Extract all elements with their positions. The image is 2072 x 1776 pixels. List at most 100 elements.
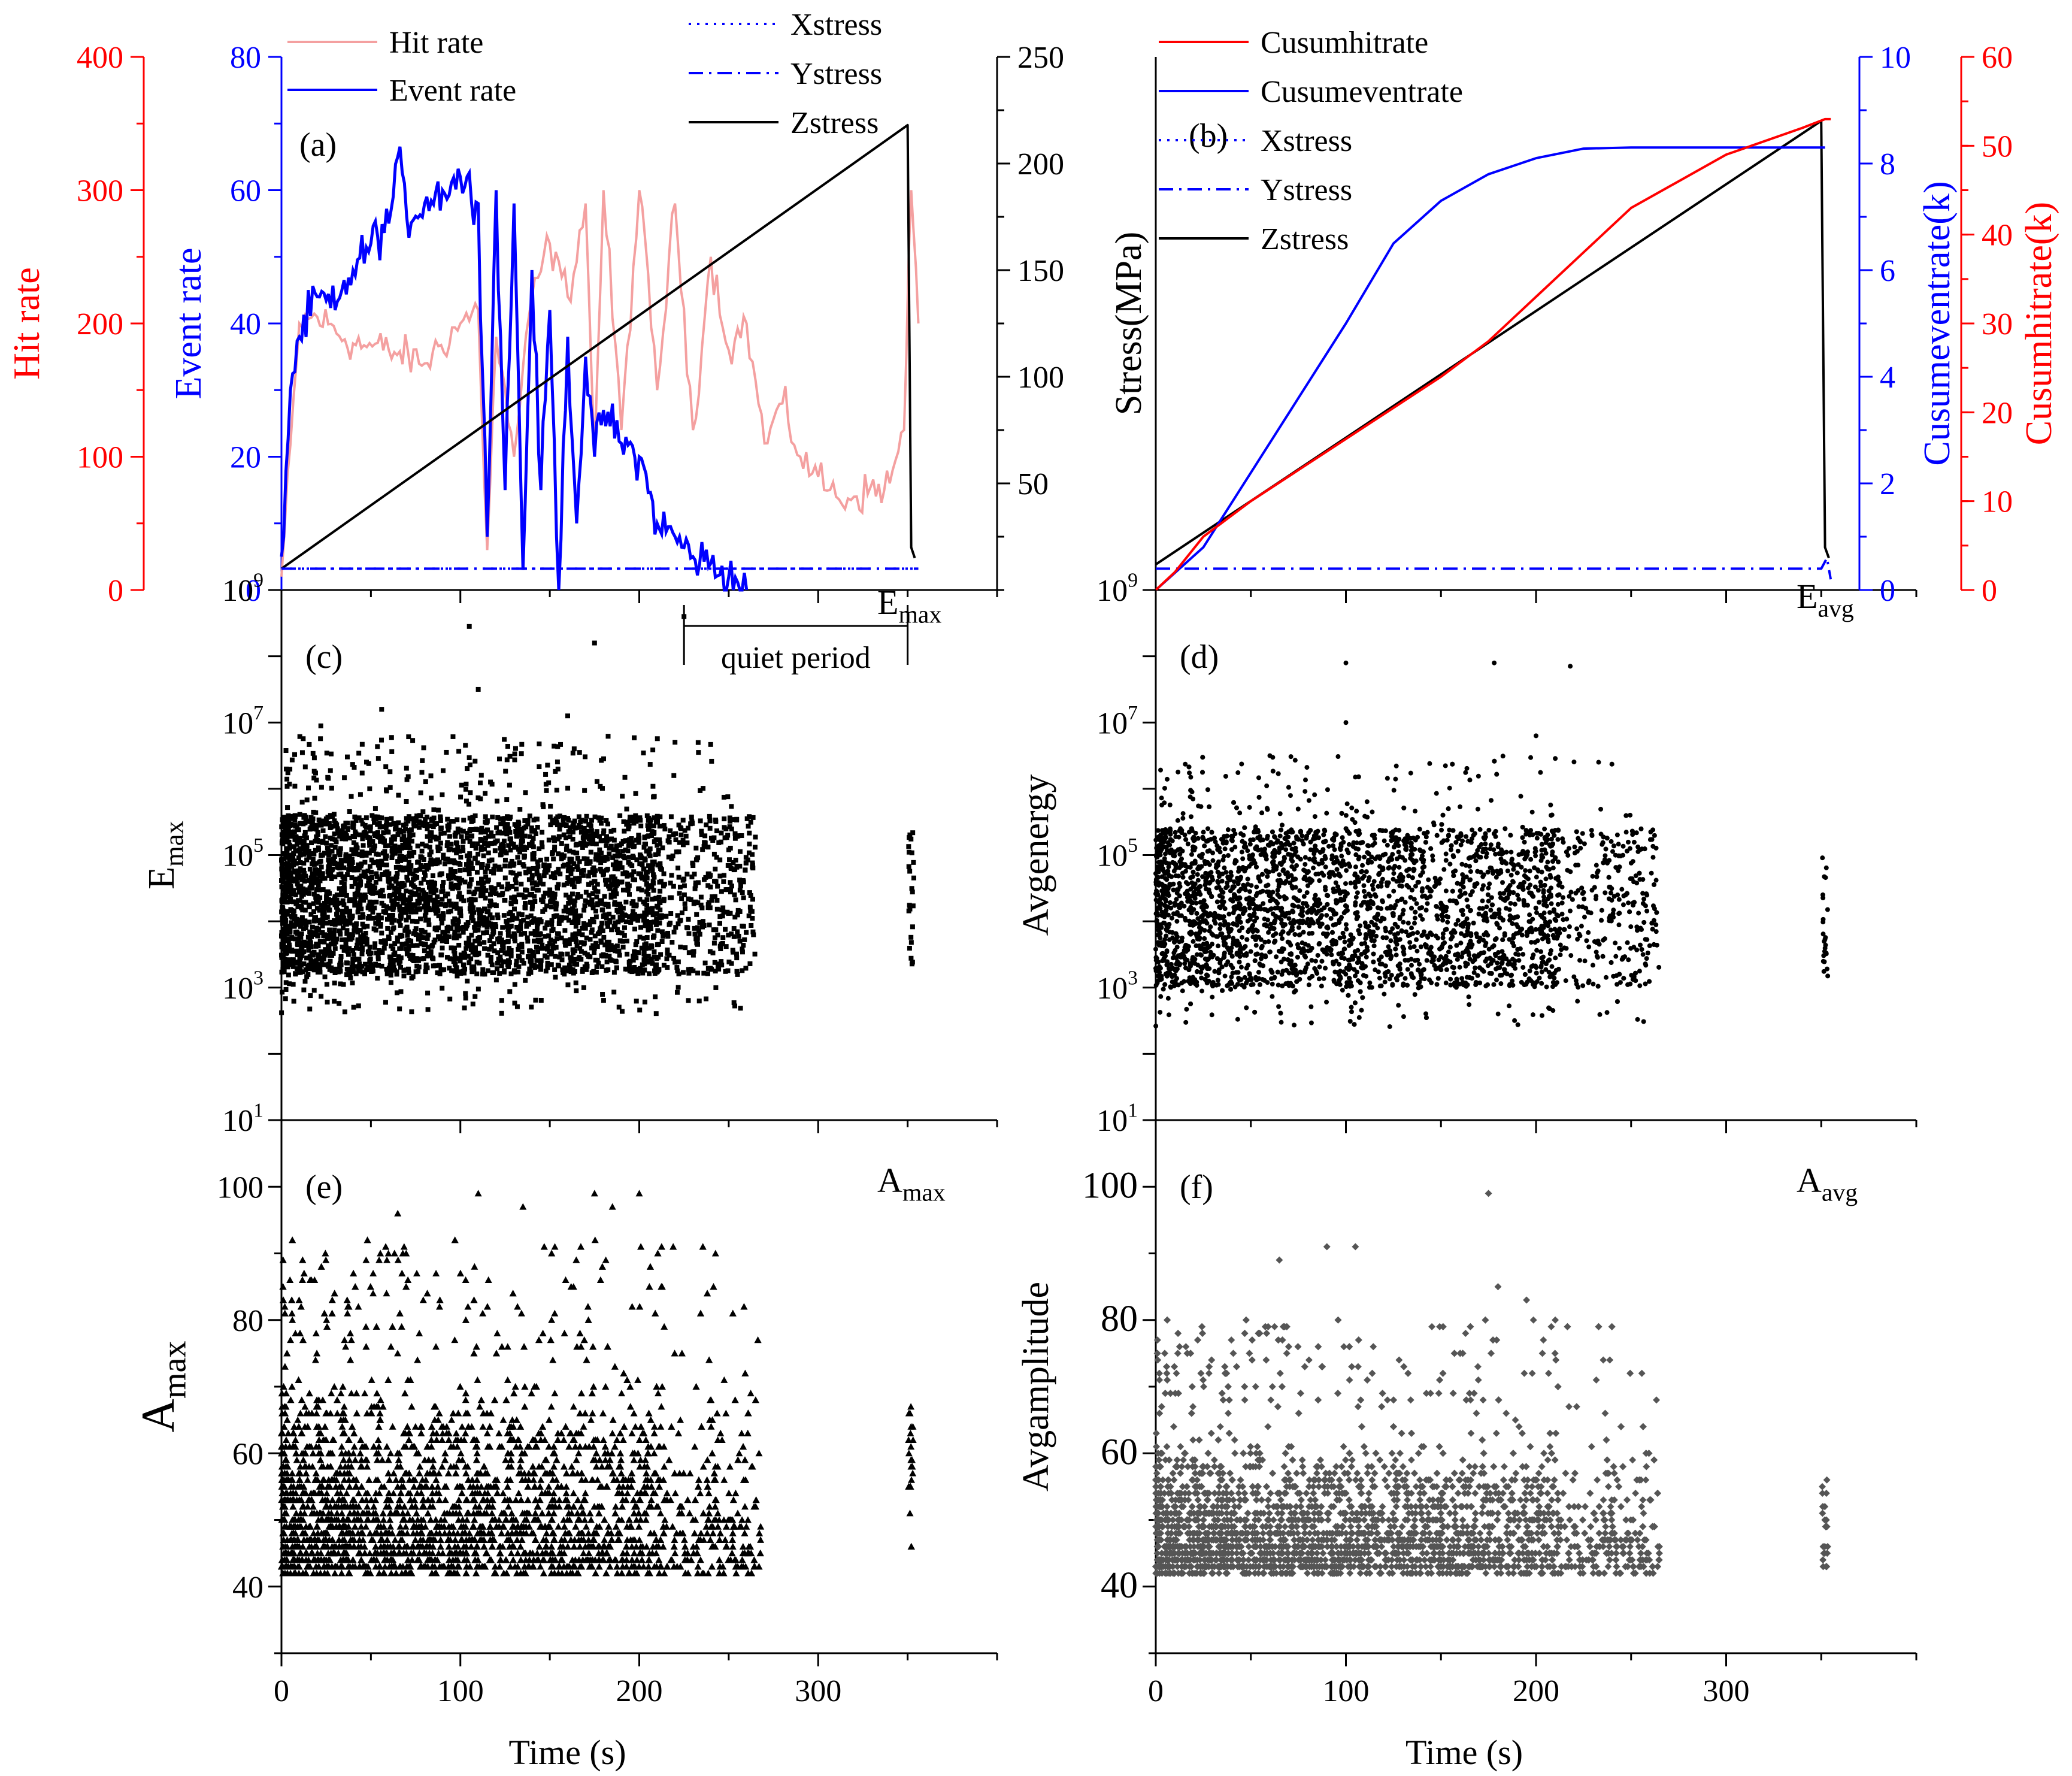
data-point — [514, 924, 520, 930]
data-point — [420, 941, 425, 946]
data-point — [311, 949, 317, 955]
data-point — [338, 900, 344, 906]
data-point — [726, 959, 732, 964]
data-point — [677, 884, 683, 889]
data-point — [586, 873, 591, 879]
data-point — [586, 892, 592, 898]
data-point — [279, 933, 284, 939]
data-point — [908, 836, 914, 842]
data-point — [586, 836, 592, 842]
data-point — [461, 818, 466, 823]
data-point — [611, 970, 617, 975]
data-point — [287, 866, 292, 872]
data-point — [352, 814, 358, 819]
data-point — [465, 766, 470, 771]
data-point — [657, 824, 662, 829]
data-point — [475, 851, 481, 857]
data-point — [614, 927, 620, 933]
data-point — [686, 896, 691, 901]
data-point — [508, 900, 514, 906]
data-point — [479, 878, 484, 884]
data-point — [651, 881, 656, 886]
data-point — [313, 880, 318, 885]
data-point — [469, 833, 475, 839]
data-point — [299, 931, 304, 936]
data-point — [389, 749, 395, 754]
data-point — [422, 913, 428, 918]
data-point — [631, 869, 637, 875]
data-point — [497, 757, 502, 762]
data-point — [321, 939, 326, 944]
data-point — [332, 860, 338, 866]
data-point — [417, 825, 422, 830]
data-point — [369, 969, 374, 974]
data-point — [713, 894, 718, 899]
data-point — [709, 758, 714, 764]
data-point — [365, 924, 370, 929]
data-point — [350, 834, 356, 839]
data-point — [565, 968, 570, 973]
data-point — [365, 905, 371, 910]
data-point — [508, 815, 513, 820]
data-point — [493, 891, 499, 896]
data-point — [473, 921, 478, 927]
data-point — [666, 854, 671, 860]
data-point — [728, 818, 733, 824]
data-point — [291, 999, 296, 1004]
data-point — [605, 943, 611, 948]
data-point — [501, 959, 506, 964]
data-point — [438, 818, 443, 824]
data-point — [907, 945, 912, 951]
data-point — [368, 828, 373, 834]
data-point — [406, 860, 411, 865]
data-point — [425, 834, 430, 839]
data-point — [540, 830, 545, 835]
data-point — [593, 857, 598, 862]
data-point — [554, 788, 559, 793]
data-point — [421, 864, 426, 870]
data-point — [405, 933, 410, 938]
data-point — [620, 906, 626, 911]
data-point — [637, 886, 642, 891]
data-point — [397, 1006, 402, 1012]
data-point — [659, 915, 664, 920]
cusum-hit-tick-label: 30 — [1982, 307, 2013, 341]
event-rate-tick-label: 60 — [230, 174, 261, 208]
data-point — [479, 908, 484, 913]
data-point — [425, 880, 431, 885]
data-point — [311, 962, 316, 967]
data-point — [307, 742, 312, 747]
data-point — [462, 867, 468, 873]
data-point — [428, 773, 434, 779]
data-point — [440, 985, 445, 991]
data-point — [401, 973, 407, 979]
data-point — [448, 867, 453, 872]
data-point — [600, 992, 605, 997]
data-point — [422, 903, 428, 909]
data-point — [589, 818, 594, 823]
data-point — [332, 981, 337, 986]
data-point — [328, 958, 333, 964]
data-point — [1574, 926, 1580, 931]
data-point — [686, 931, 692, 936]
data-point — [389, 884, 395, 889]
data-point — [644, 889, 649, 894]
data-point — [386, 830, 391, 835]
data-point — [285, 815, 290, 820]
data-point — [514, 873, 519, 878]
data-point — [658, 864, 663, 870]
data-point — [506, 843, 511, 848]
panel-d-label: (d) — [1180, 639, 1219, 676]
data-point — [371, 816, 377, 822]
data-point — [362, 831, 368, 837]
data-point — [342, 876, 347, 882]
data-point — [612, 866, 617, 872]
data-point — [636, 836, 641, 842]
data-point — [414, 813, 420, 819]
data-point — [301, 926, 306, 931]
data-point — [445, 891, 450, 897]
data-point — [307, 919, 312, 925]
data-point — [316, 943, 321, 949]
data-point — [510, 915, 516, 921]
data-point — [731, 1000, 737, 1005]
